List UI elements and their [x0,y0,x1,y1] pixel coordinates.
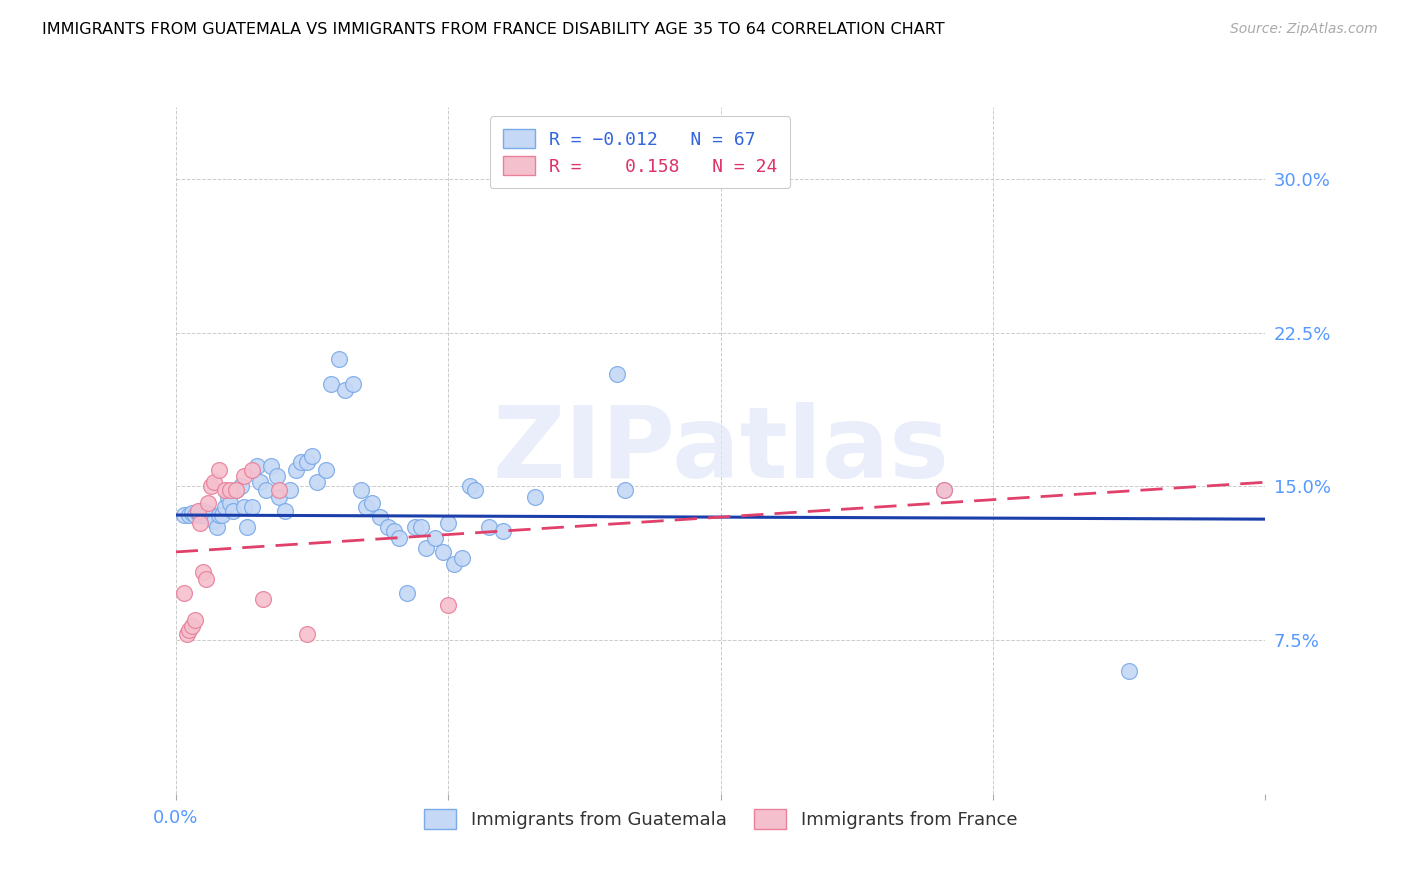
Point [284,463,307,477]
Point [217,490,239,504]
Point [235,520,257,534]
Point [240,463,263,477]
Point [388,531,411,545]
Text: Source: ZipAtlas.com: Source: ZipAtlas.com [1230,22,1378,37]
Point [194,508,217,522]
Point [205,520,228,534]
Point [179,508,201,522]
Point [524,490,547,504]
Point [179,623,201,637]
Point [186,506,209,520]
Point [249,475,271,490]
Point [932,483,955,498]
Point [252,592,274,607]
Point [269,490,291,504]
Point [423,531,446,545]
Point [382,524,405,539]
Point [202,475,225,490]
Point [377,520,399,534]
Point [295,455,318,469]
Point [191,504,214,518]
Point [328,352,350,367]
Point [208,508,231,522]
Point [1118,664,1140,678]
Text: ZIPatlas: ZIPatlas [492,402,949,499]
Point [186,504,209,518]
Point [188,516,211,531]
Point [173,586,195,600]
Point [184,508,207,522]
Point [211,508,233,522]
Text: 0.0%: 0.0% [153,809,198,827]
Point [405,520,427,534]
Point [214,500,236,514]
Point [266,469,288,483]
Point [301,449,323,463]
Point [409,520,432,534]
Point [181,619,204,633]
Point [450,551,472,566]
Point [214,483,236,498]
Point [478,520,501,534]
Point [197,496,219,510]
Point [350,483,373,498]
Point [315,463,337,477]
Point [360,496,382,510]
Point [219,496,242,510]
Legend: Immigrants from Guatemala, Immigrants from France: Immigrants from Guatemala, Immigrants fr… [416,802,1025,837]
Point [614,483,637,498]
Point [415,541,437,555]
Point [232,469,254,483]
Point [278,483,301,498]
Point [208,463,231,477]
Point [194,572,217,586]
Point [200,479,222,493]
Point [197,506,219,520]
Point [200,508,222,522]
Point [260,458,283,473]
Point [225,483,247,498]
Point [342,376,364,391]
Point [432,545,454,559]
Point [191,566,214,580]
Point [319,376,342,391]
Point [184,613,207,627]
Point [202,514,225,528]
Point [173,508,195,522]
Point [464,483,486,498]
Point [231,479,253,493]
Point [246,458,269,473]
Point [492,524,515,539]
Point [181,506,204,520]
Point [225,483,247,498]
Point [274,504,297,518]
Point [458,479,481,493]
Point [219,483,242,498]
Point [333,383,356,397]
Point [443,558,465,572]
Point [295,627,318,641]
Point [240,500,263,514]
Point [606,367,628,381]
Point [176,627,198,641]
Point [932,483,955,498]
Text: IMMIGRANTS FROM GUATEMALA VS IMMIGRANTS FROM FRANCE DISABILITY AGE 35 TO 64 CORR: IMMIGRANTS FROM GUATEMALA VS IMMIGRANTS … [42,22,945,37]
Point [188,508,211,522]
Point [356,500,378,514]
Point [290,455,312,469]
Point [269,483,291,498]
Point [437,516,460,531]
Point [396,586,419,600]
Point [191,508,214,522]
Point [222,504,245,518]
Point [368,510,391,524]
Point [254,483,277,498]
Point [437,599,460,613]
Point [232,500,254,514]
Point [307,475,329,490]
